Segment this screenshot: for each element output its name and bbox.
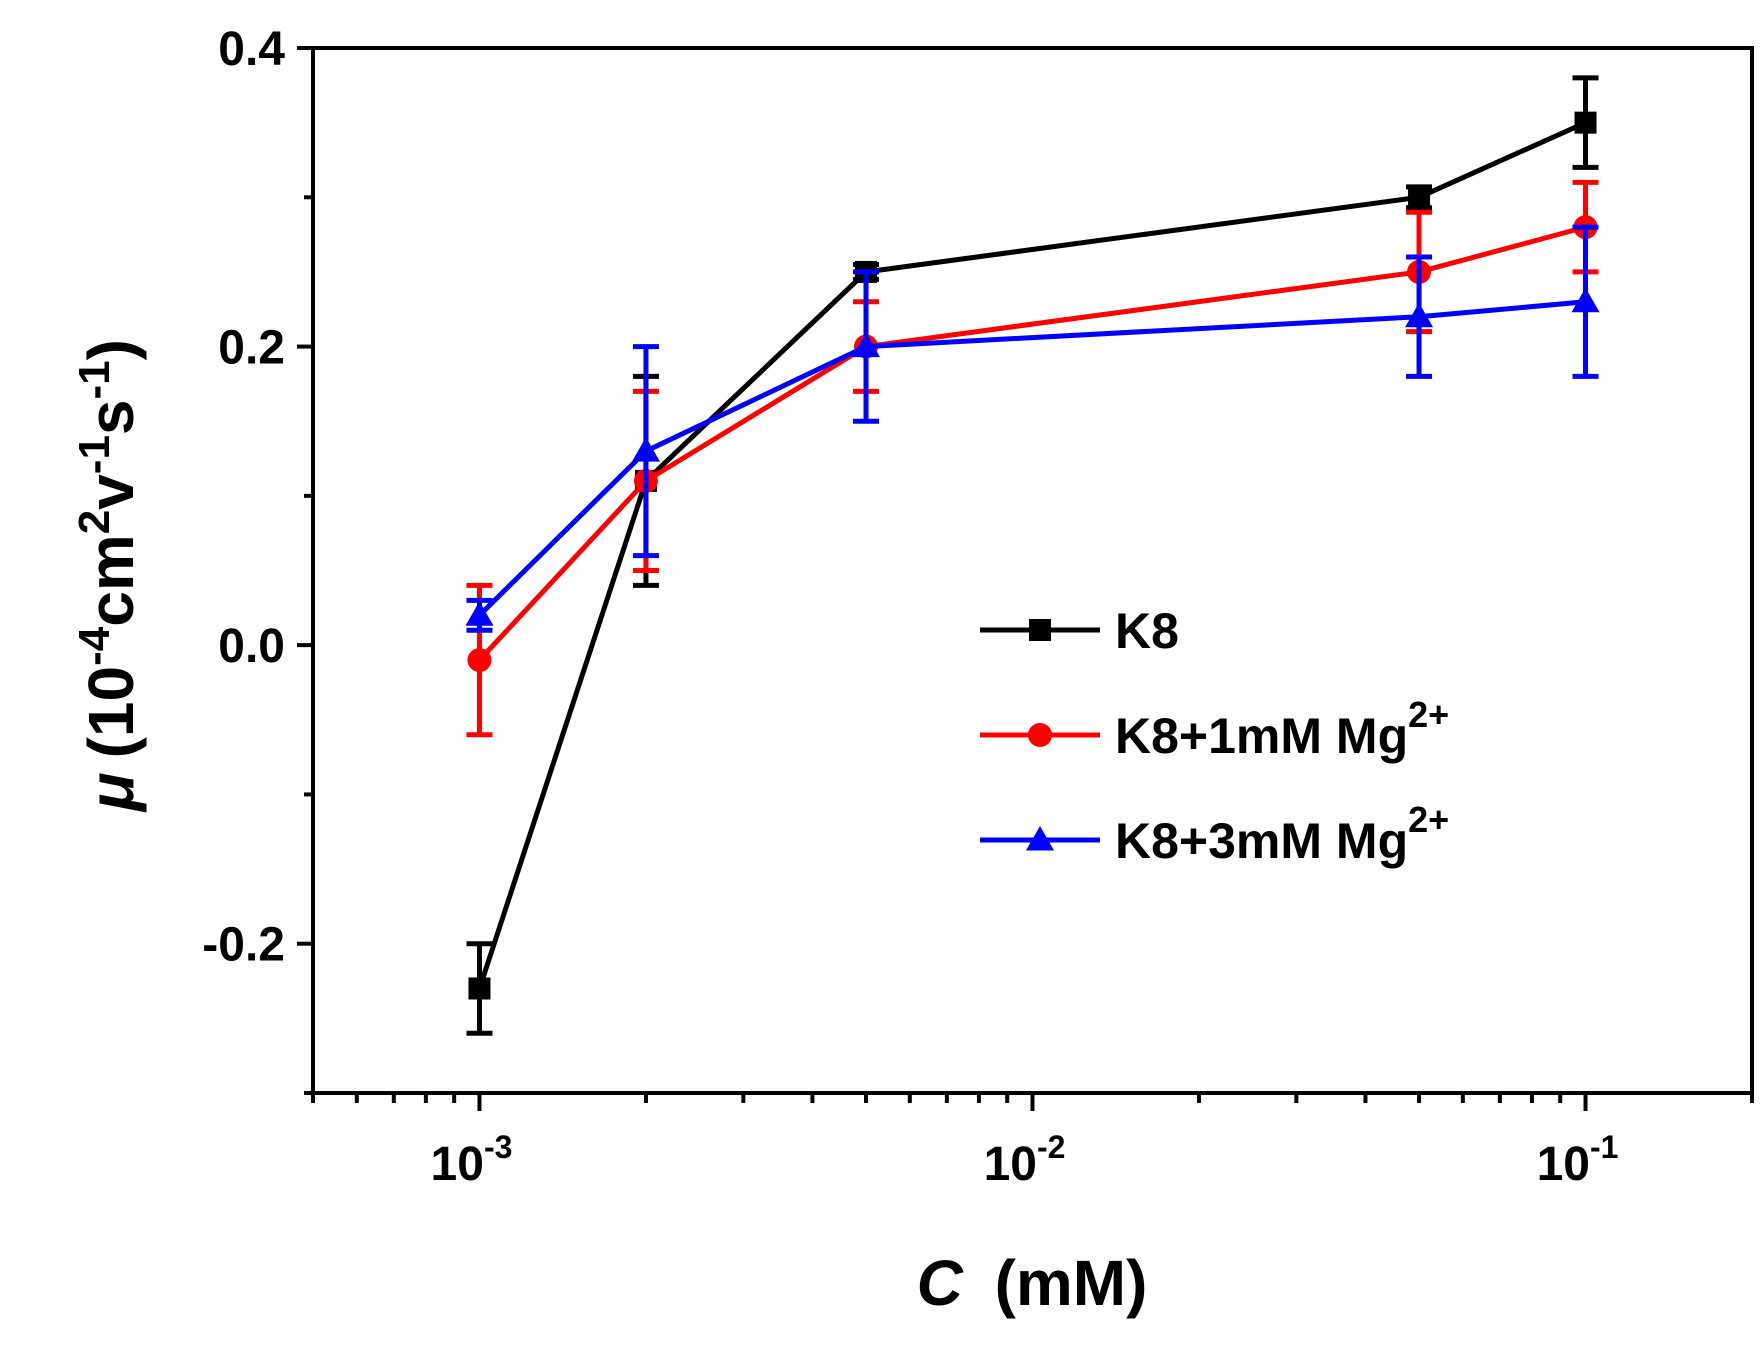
y-tick-label: 0.4 (218, 23, 285, 76)
y-tick-label: 0.2 (218, 322, 285, 375)
y-axis-title: μ(10-4cm2v-1s-1) (70, 339, 147, 813)
x-tick-label: 10-3 (431, 1129, 513, 1191)
y-tick-label: -0.2 (202, 919, 285, 972)
legend-item-1: K8 (980, 603, 1179, 659)
x-axis-symbol: C (917, 1247, 964, 1319)
x-tick-label: 10-2 (984, 1129, 1066, 1191)
y-axis-unit-part: v (75, 474, 147, 510)
legend-marker (1029, 619, 1051, 641)
data-point (1574, 111, 1597, 134)
legend-label: K8+3mM Mg2+ (1115, 799, 1449, 869)
y-axis-unit-part: cm (75, 534, 147, 627)
legend: K8 K8+1mM Mg2+ K8+3mM Mg2+ (980, 603, 1449, 869)
y-axis-unit-sup: -1 (70, 435, 119, 474)
legend-label: K8 (1115, 603, 1179, 659)
y-axis: -0.2 0.0 0.2 0.4 (202, 23, 313, 1095)
legend-label: K8+1mM Mg2+ (1115, 694, 1449, 764)
series-layer (465, 75, 1600, 1036)
plot-frame (311, 46, 1754, 1095)
y-axis-unit-part: (10 (75, 666, 147, 759)
x-axis-unit: (mM) (995, 1247, 1148, 1319)
data-point (852, 332, 881, 358)
x-axis: 10-3 10-2 10-1 (311, 1093, 1754, 1191)
data-point (468, 977, 491, 1000)
y-tick-label: 0.0 (218, 620, 285, 673)
y-axis-unit-sup: 2 (70, 510, 119, 534)
data-point (1405, 302, 1434, 328)
legend-marker (1028, 723, 1052, 747)
data-point (1571, 287, 1600, 313)
y-axis-unit-sup: -4 (70, 626, 119, 666)
y-axis-unit-part: s (75, 399, 147, 435)
data-point (631, 437, 660, 462)
legend-marker (1026, 826, 1054, 851)
legend-item-3: K8+3mM Mg2+ (980, 799, 1449, 869)
data-point (465, 601, 494, 626)
x-axis-title: C (mM) (917, 1247, 1148, 1319)
series-3 (465, 224, 1600, 633)
x-tick-label: 10-1 (1537, 1129, 1619, 1191)
y-axis-unit-sup: -1 (70, 360, 119, 399)
y-axis-unit-part: ) (75, 339, 147, 360)
y-axis-symbol: μ (75, 772, 147, 813)
data-point (467, 648, 492, 673)
legend-item-2: K8+1mM Mg2+ (980, 694, 1449, 764)
data-point (1408, 186, 1431, 209)
